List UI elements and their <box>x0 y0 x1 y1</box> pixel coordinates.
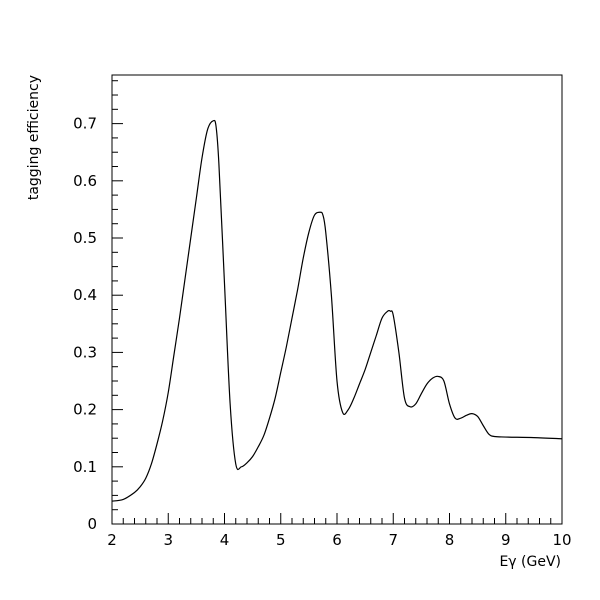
y-tick-label: 0 <box>87 515 97 533</box>
x-axis-ticks <box>111 513 563 524</box>
x-tick-labels: 2 3 4 5 6 7 8 9 10 <box>107 531 571 549</box>
y-tick-label: 0.5 <box>73 229 97 247</box>
y-tick-label: 0.4 <box>73 286 97 304</box>
y-tick-label: 0.3 <box>73 343 97 361</box>
x-tick-label: 9 <box>501 531 511 549</box>
y-axis-ticks <box>112 80 123 525</box>
x-tick-label: 2 <box>107 531 117 549</box>
plot-frame <box>111 74 563 525</box>
x-tick-label: 3 <box>163 531 173 549</box>
y-tick-labels: 0 0.1 0.2 0.3 0.4 0.5 0.6 0.7 <box>73 115 97 533</box>
x-tick-label: 10 <box>552 531 571 549</box>
y-tick-label: 0.1 <box>73 458 97 476</box>
y-axis-label: tagging efficiency <box>26 75 42 200</box>
series-line <box>111 119 563 502</box>
x-tick-label: 8 <box>445 531 455 549</box>
y-tick-label: 0.7 <box>73 115 97 133</box>
x-tick-label: 5 <box>276 531 286 549</box>
x-axis-label: Eγ (GeV) <box>499 554 561 570</box>
y-tick-label: 0.2 <box>73 401 97 419</box>
x-tick-label: 6 <box>332 531 342 549</box>
x-tick-label: 4 <box>220 531 230 549</box>
x-tick-label: 7 <box>388 531 398 549</box>
y-tick-label: 0.6 <box>73 172 97 190</box>
